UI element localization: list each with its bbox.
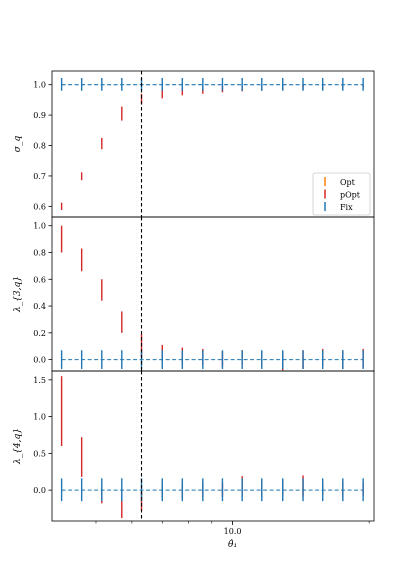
series-fix	[60, 478, 364, 502]
y-tick-label: 1.0	[33, 413, 46, 422]
legend: Opt pOpt Fix	[312, 172, 371, 216]
y-tick-label: 1.0	[33, 81, 46, 90]
y-tick-label: 0.8	[33, 142, 46, 151]
panel-frame	[51, 216, 375, 372]
x-axis-label: θ̂₁	[228, 539, 237, 550]
legend-box	[312, 172, 371, 216]
y-axis-label: λ_{3,q}	[13, 276, 23, 313]
y-tick-label: 0.0	[33, 486, 46, 495]
y-axis-label: σ_q	[13, 136, 23, 153]
panel-0: 0.6 0.7 0.8 0.9 1.0 σ_q	[13, 70, 375, 218]
series-popt	[60, 225, 364, 371]
series-fix	[60, 350, 364, 369]
y-tick-label: 0.4	[33, 302, 46, 311]
y-tick-label: 0.5	[33, 449, 46, 458]
panel-frame	[51, 370, 375, 522]
y-tick-label: 1.0	[33, 222, 46, 231]
series-popt	[60, 376, 364, 519]
panels-group: 0.6 0.7 0.8 0.9 1.0 σ_q 0.0 0.2 0.4 0.6 0.8 1.0 λ_{3…	[13, 70, 375, 522]
series-fix	[60, 77, 364, 91]
legend-label-popt: pOpt	[340, 191, 361, 200]
y-tick-label: 0.9	[33, 111, 46, 120]
y-tick-label: 0.8	[33, 248, 46, 257]
x-axis-group: θ̂₁ 10.0	[95, 521, 370, 550]
legend-label-fix: Fix	[340, 203, 353, 212]
panel-1: 0.0 0.2 0.4 0.6 0.8 1.0 λ_{3,q}	[13, 216, 375, 372]
y-tick-label: 0.0	[33, 356, 46, 365]
y-axis-label: λ_{4,q}	[13, 428, 23, 465]
y-tick-label: 0.2	[33, 329, 46, 338]
y-tick-label: 1.5	[33, 376, 46, 385]
x-tick-label: 10.0	[224, 527, 242, 536]
y-tick-label: 0.6	[33, 275, 46, 284]
y-tick-label: 0.7	[33, 172, 46, 181]
y-tick-label: 0.6	[33, 202, 46, 211]
legend-label-opt: Opt	[340, 178, 356, 187]
panel-2: 0.0 0.5 1.0 1.5 λ_{4,q}	[13, 370, 375, 522]
